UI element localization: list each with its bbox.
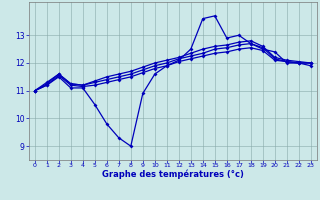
X-axis label: Graphe des températures (°c): Graphe des températures (°c) — [102, 170, 244, 179]
